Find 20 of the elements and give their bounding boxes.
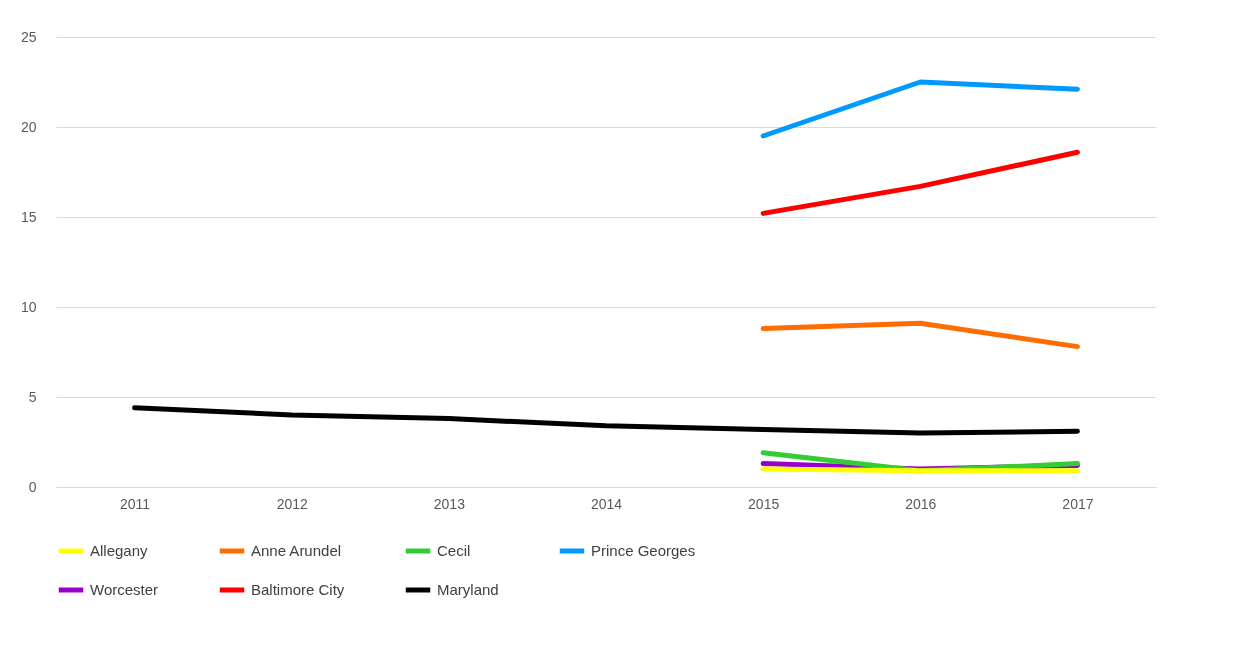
y-tick-label: 25 [20, 28, 37, 45]
x-tick-label: 2016 [905, 495, 937, 512]
y-tick-label: 20 [20, 118, 37, 135]
y-tick-label: 10 [20, 298, 37, 315]
legend-label: Maryland [437, 581, 499, 598]
legend-label: Cecil [437, 542, 471, 559]
y-tick-label: 0 [28, 478, 37, 495]
legend-label: Baltimore City [251, 581, 345, 598]
legend-label: Prince Georges [591, 542, 696, 559]
legend-label: Worcester [90, 581, 159, 598]
legend-label: Allegany [90, 542, 149, 559]
x-tick-label: 2014 [590, 495, 623, 512]
x-tick-label: 2017 [1062, 495, 1094, 512]
x-tick-label: 2015 [748, 495, 780, 512]
y-tick-label: 5 [28, 388, 37, 405]
x-tick-label: 2012 [276, 495, 308, 512]
y-tick-label: 15 [20, 208, 37, 225]
x-tick-label: 2011 [120, 495, 151, 512]
legend-label: Anne Arundel [251, 542, 342, 559]
x-tick-label: 2013 [433, 495, 466, 512]
